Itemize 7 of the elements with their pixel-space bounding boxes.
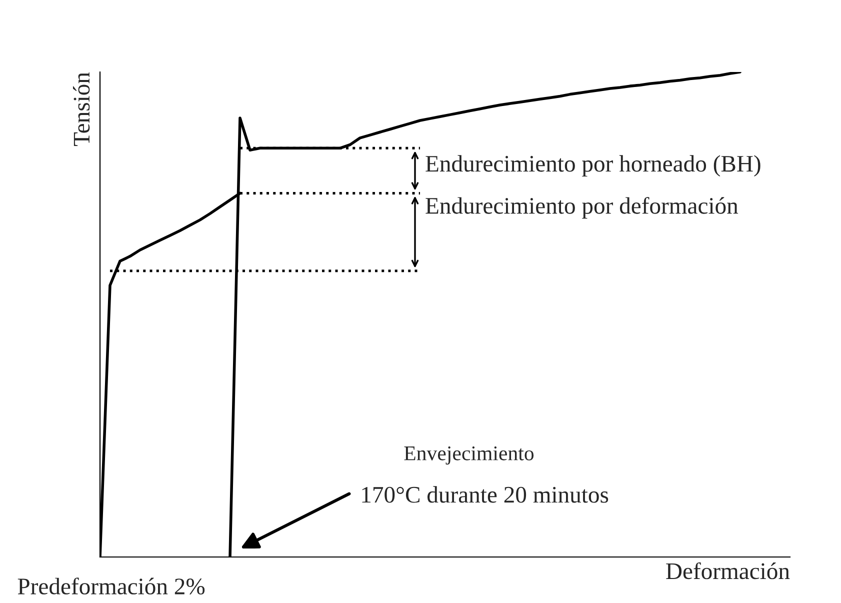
annotation: Endurecimiento por deformación [426,196,738,219]
annotation: Endurecimiento por horneado (BH) [426,155,760,177]
text: Predeformación 2% [18,578,205,595]
y-axis-title: Tensión [73,72,90,146]
annotation: Envejecimiento [404,446,534,465]
x-axis-title: Deformación [666,562,790,580]
annotation: 170°C durante 20 minutos [362,486,608,503]
